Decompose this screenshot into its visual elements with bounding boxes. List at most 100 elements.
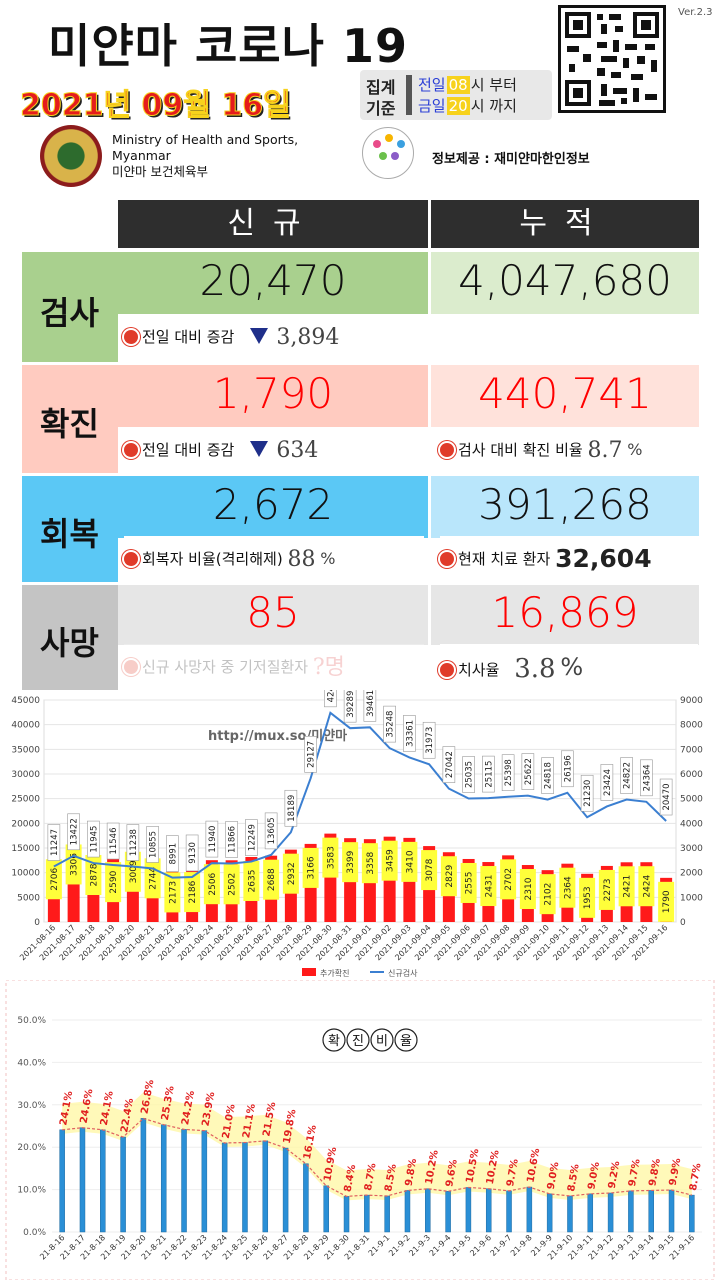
row-bg-test	[22, 252, 118, 362]
agg-row1-day: 전일	[418, 76, 446, 94]
rate-label: 8.7%	[363, 1162, 379, 1191]
cell-death-new-bg	[118, 585, 428, 645]
rate-bar	[526, 1186, 533, 1233]
y-right-tick: 5000	[680, 795, 703, 805]
death-sub-value: ?명	[312, 655, 345, 680]
test-label-box	[185, 834, 199, 872]
legend-cases-label: 추가확진	[320, 968, 349, 978]
confirm-sub: 전일 대비 증감 634	[124, 427, 424, 473]
positivity-chart: 0.0% 10.0% 20.0% 30.0% 40.0% 50.0% 확 진 비 율 24.1% 24…	[0, 979, 720, 1281]
case-label-box	[500, 859, 517, 900]
row-bg-confirm	[22, 365, 118, 473]
y-left-tick: 5000	[17, 893, 40, 903]
test-point-label: 39289	[346, 691, 356, 718]
cell-test-total-bg	[431, 252, 699, 314]
confirm-rate-label: 검사 대비 확진 비율	[458, 441, 583, 459]
case-label-box	[440, 856, 457, 897]
death-rate-value: 3.8	[514, 654, 556, 684]
ministry-name: Ministry of Health and Sports, Myanmar 미…	[112, 132, 298, 180]
case-bar-label: 2555	[465, 872, 475, 895]
case-bar-label: 2310	[524, 877, 534, 900]
case-bar-label: 1790	[662, 890, 672, 913]
test-new-value: 20,470	[199, 256, 347, 305]
ministry-line-1: Ministry of Health and Sports,	[112, 132, 299, 147]
cell-recover-new-bg	[118, 476, 428, 538]
test-point-label: 20470	[662, 783, 672, 810]
cell-confirm-new-bg	[118, 365, 428, 427]
cell-death-total-bg	[431, 585, 699, 645]
label-band	[62, 1092, 692, 1201]
y-left-tick: 45000	[11, 696, 40, 706]
case-label-box	[164, 872, 181, 913]
rate-label: 8.7%	[688, 1162, 704, 1191]
case-label-box	[124, 851, 141, 892]
bullet-icon	[440, 663, 454, 677]
y-tick: 10.0%	[17, 1186, 46, 1196]
column-header-total: 누적	[431, 200, 699, 248]
y-left-tick: 20000	[11, 819, 40, 829]
rate-label: 9.8%	[647, 1158, 663, 1187]
rate-label: 9.0%	[586, 1161, 602, 1190]
case-bar-label: 2421	[623, 875, 633, 898]
agg-row1-suffix: 시 부터	[470, 76, 517, 94]
case-bar-label: 2702	[504, 868, 514, 891]
down-triangle-icon	[250, 441, 269, 457]
case-label-box	[638, 866, 655, 907]
case-label-box	[263, 859, 280, 900]
down-triangle-icon	[250, 328, 269, 344]
legend-tests-label: 신규검사	[388, 968, 418, 978]
recover-active-value: 32,604	[555, 544, 652, 573]
rate-bar	[567, 1195, 573, 1233]
test-label-box	[284, 789, 298, 827]
case-bar-label: 3009	[129, 860, 139, 883]
qr-code[interactable]	[558, 5, 666, 113]
recover-active: 현재 치료 환자 32,604	[440, 536, 700, 582]
case-bar-label: 2431	[484, 875, 494, 898]
case-label-box	[45, 859, 62, 900]
test-label-box	[501, 754, 515, 792]
y-right-tick: 7000	[680, 745, 703, 755]
test-point-label: 8991	[168, 843, 178, 865]
rate-bar	[485, 1188, 492, 1233]
y-right-tick: 6000	[680, 770, 703, 780]
case-label-box	[401, 841, 418, 882]
rate-bar	[303, 1163, 309, 1233]
bullet-icon	[440, 443, 454, 457]
rate-bar	[343, 1196, 350, 1233]
recover-new-value: 2,672	[212, 480, 334, 529]
cell-confirm-total-bg	[431, 365, 699, 427]
agg-label-1: 집계	[366, 78, 396, 97]
title-circle	[370, 1028, 394, 1052]
rate-bar	[160, 1124, 167, 1233]
title-circle	[322, 1028, 346, 1052]
rate-bar	[648, 1190, 654, 1233]
confirm-rate-value: 8.7	[587, 438, 623, 463]
confirm-sub-label: 전일 대비 증감	[142, 441, 235, 459]
case-label-box	[519, 869, 536, 910]
case-label-box	[302, 847, 319, 888]
test-point-label: 25398	[504, 759, 514, 786]
test-point-label: 11238	[129, 829, 139, 856]
y-right-tick: 4000	[680, 819, 703, 829]
test-point-label: 21230	[583, 780, 593, 807]
rate-label: 9.8%	[404, 1158, 420, 1187]
title-char: 진	[352, 1034, 364, 1049]
case-bar-label: 2932	[287, 862, 297, 885]
cell-test-new-bg	[118, 252, 428, 314]
test-label-box	[442, 746, 456, 783]
bullet-icon	[124, 552, 138, 566]
test-sub: 전일 대비 증감 3,894	[124, 314, 424, 360]
test-point-label: 10855	[149, 831, 159, 858]
test-label-box	[462, 756, 475, 793]
y-right-tick: 3000	[680, 844, 703, 854]
test-point-label: 23424	[603, 769, 613, 796]
case-bar-label: 2878	[89, 863, 99, 886]
test-point-label: 25115	[484, 761, 494, 788]
rate-label: 8.4%	[343, 1164, 359, 1193]
test-sub-label: 전일 대비 증감	[142, 328, 235, 346]
y-tick: 0.0%	[23, 1228, 46, 1238]
test-label-box	[561, 750, 574, 788]
case-bar-label: 2502	[228, 873, 238, 896]
case-label-box	[282, 853, 299, 894]
rate-bar	[425, 1188, 431, 1233]
